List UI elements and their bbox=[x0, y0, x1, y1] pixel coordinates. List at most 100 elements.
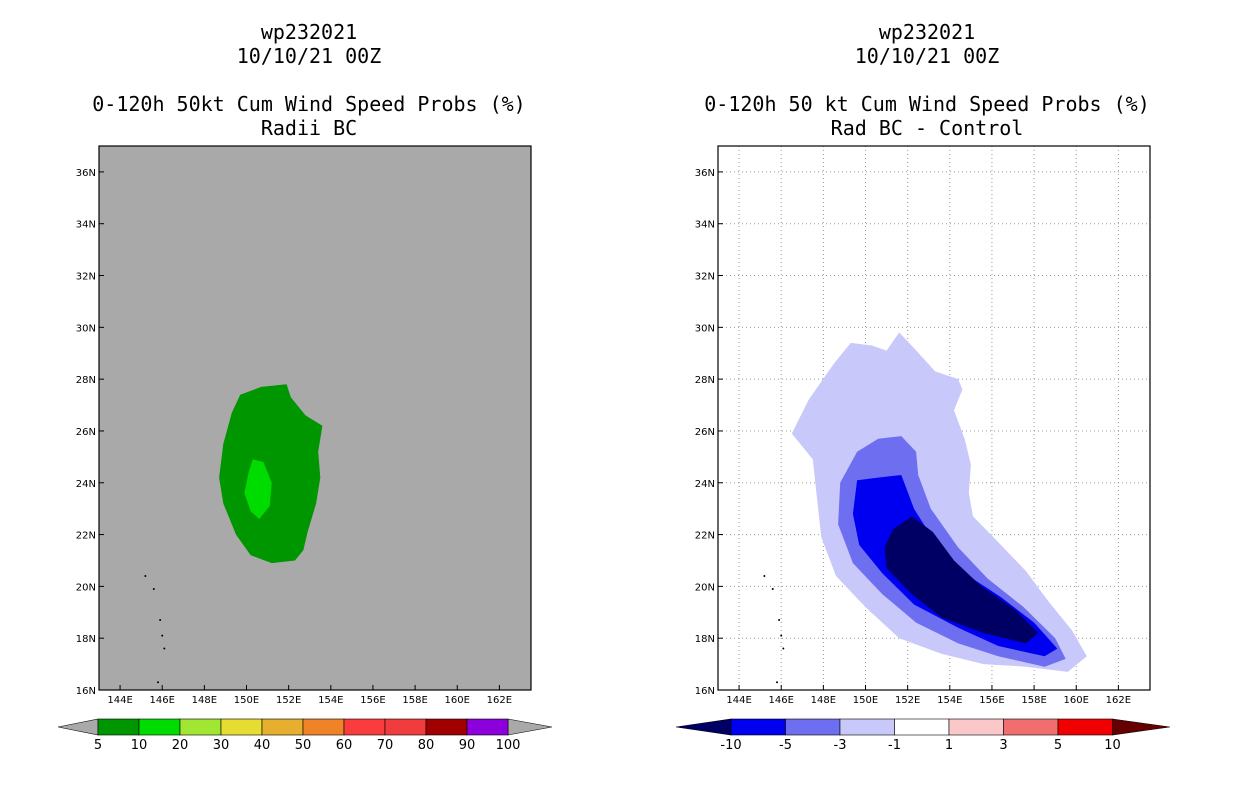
left-chart-panel: 144E 146E 148E 150E 152E 154E 156E 158E 160E 162E… bbox=[57, 145, 553, 753]
date-label: 10/10/21 00Z bbox=[236, 44, 382, 68]
y-tick-label: 28N bbox=[76, 375, 96, 386]
y-tick-label: 36N bbox=[695, 168, 715, 179]
island-marker bbox=[152, 587, 155, 590]
y-tick-label: 18N bbox=[695, 634, 715, 645]
product-label: 0-120h 50 kt Cum Wind Speed Probs (%) bbox=[704, 92, 1150, 116]
y-tick-label: 30N bbox=[695, 323, 715, 334]
colorbar-label: 70 bbox=[377, 738, 394, 753]
x-tick-label: 150E bbox=[853, 695, 878, 706]
island-marker bbox=[157, 681, 160, 684]
colorbar-arrow-left bbox=[57, 718, 99, 736]
colorbar-label: -1 bbox=[888, 738, 901, 753]
plot-background bbox=[99, 146, 531, 690]
y-tick-label: 32N bbox=[695, 272, 715, 283]
y-tick-label: 22N bbox=[695, 531, 715, 542]
x-tick-label: 160E bbox=[1064, 695, 1089, 706]
colorbar-label: 50 bbox=[295, 738, 312, 753]
x-tick-label: 162E bbox=[1106, 695, 1131, 706]
y-tick-label: 36N bbox=[76, 168, 96, 179]
island-marker bbox=[163, 647, 166, 650]
contour--3to-1 bbox=[791, 332, 1087, 672]
date-label: 10/10/21 00Z bbox=[854, 44, 1000, 68]
x-tick-label: 152E bbox=[895, 695, 920, 706]
x-tick-label: 154E bbox=[318, 695, 343, 706]
contour-<-10 bbox=[884, 516, 1039, 644]
colorbar-label: 20 bbox=[172, 738, 189, 753]
colorbar-swatch bbox=[343, 718, 386, 736]
colorbar-label: -3 bbox=[834, 738, 847, 753]
experiment-label: Radii BC bbox=[260, 116, 358, 140]
colorbar-swatch bbox=[948, 718, 1004, 736]
x-tick-label: 148E bbox=[192, 695, 217, 706]
colorbar-label: 10 bbox=[1104, 738, 1121, 753]
colorbar-swatch bbox=[138, 718, 181, 736]
colorbar-label: 40 bbox=[254, 738, 271, 753]
y-tick-label: 24N bbox=[695, 479, 715, 490]
colorbar-arrow-right bbox=[1112, 718, 1171, 736]
y-tick-label: 16N bbox=[76, 686, 96, 697]
colorbar-label: 10 bbox=[131, 738, 148, 753]
colorbar-label: 60 bbox=[336, 738, 353, 753]
x-tick-label: 156E bbox=[360, 695, 385, 706]
x-tick-label: 148E bbox=[811, 695, 836, 706]
plot-frame bbox=[717, 145, 1151, 691]
colorbar-label: 30 bbox=[213, 738, 230, 753]
colorbar-swatch bbox=[220, 718, 263, 736]
right-colorbar: -10 -5 -3 -1 1 3 5 10 bbox=[675, 718, 1171, 753]
x-tick-label: 156E bbox=[979, 695, 1004, 706]
y-tick-label: 30N bbox=[76, 323, 96, 334]
y-tick-label: 26N bbox=[76, 427, 96, 438]
colorbar-arrow-right bbox=[507, 718, 553, 736]
x-tick-label: 146E bbox=[150, 695, 175, 706]
x-tick-label: 152E bbox=[276, 695, 301, 706]
colorbar-swatch bbox=[466, 718, 509, 736]
colorbar-label: 5 bbox=[1054, 738, 1062, 753]
colorbar-label: -5 bbox=[779, 738, 792, 753]
right-panel-title: wp232021 10/10/21 00Z 0-120h 50 kt Cum W… bbox=[618, 20, 1236, 140]
y-tick-label: 22N bbox=[76, 531, 96, 542]
storm-id-label: wp232021 bbox=[260, 20, 358, 44]
x-tick-label: 146E bbox=[769, 695, 794, 706]
colorbar-swatch bbox=[97, 718, 140, 736]
right-chart-panel: 144E 146E 148E 150E 152E 154E 156E 158E 160E 162E… bbox=[675, 145, 1171, 753]
left-panel-title: wp232021 10/10/21 00Z 0-120h 50kt Cum Wi… bbox=[0, 20, 618, 140]
island-marker bbox=[771, 587, 774, 590]
colorbar-label: 100 bbox=[496, 738, 521, 753]
colorbar-label: 80 bbox=[418, 738, 435, 753]
x-tick-label: 144E bbox=[726, 695, 751, 706]
product-label: 0-120h 50kt Cum Wind Speed Probs (%) bbox=[92, 92, 526, 116]
colorbar-label: -10 bbox=[720, 738, 741, 753]
colorbar-swatch bbox=[730, 718, 786, 736]
y-tick-label: 34N bbox=[76, 220, 96, 231]
y-tick-label: 20N bbox=[76, 582, 96, 593]
colorbar-swatch bbox=[839, 718, 895, 736]
left-colorbar: 5 10 20 30 40 50 60 70 80 90 100 bbox=[57, 718, 553, 753]
y-tick-label: 16N bbox=[695, 686, 715, 697]
colorbar-swatch bbox=[261, 718, 304, 736]
colorbar-swatch bbox=[384, 718, 427, 736]
x-tick-label: 160E bbox=[445, 695, 470, 706]
island-marker bbox=[144, 575, 147, 578]
experiment-label: Rad BC - Control bbox=[830, 116, 1024, 140]
island-marker bbox=[763, 575, 766, 578]
x-tick-label: 154E bbox=[937, 695, 962, 706]
y-tick-label: 34N bbox=[695, 220, 715, 231]
storm-id-label: wp232021 bbox=[878, 20, 976, 44]
x-tick-label: 158E bbox=[402, 695, 427, 706]
island-marker bbox=[780, 634, 783, 637]
y-tick-label: 32N bbox=[76, 272, 96, 283]
x-tick-label: 162E bbox=[487, 695, 512, 706]
colorbar-swatch bbox=[179, 718, 222, 736]
colorbar-arrow-left bbox=[675, 718, 732, 736]
contour-20-30 bbox=[244, 459, 272, 519]
colorbar-swatch bbox=[894, 718, 950, 736]
colorbar-swatch bbox=[302, 718, 345, 736]
island-marker bbox=[776, 681, 779, 684]
colorbar-label: 5 bbox=[94, 738, 102, 753]
x-tick-label: 158E bbox=[1021, 695, 1046, 706]
island-marker bbox=[161, 634, 164, 637]
x-tick-label: 144E bbox=[107, 695, 132, 706]
colorbar-swatch bbox=[425, 718, 468, 736]
contour-10-20 bbox=[219, 384, 323, 564]
y-tick-label: 18N bbox=[76, 634, 96, 645]
